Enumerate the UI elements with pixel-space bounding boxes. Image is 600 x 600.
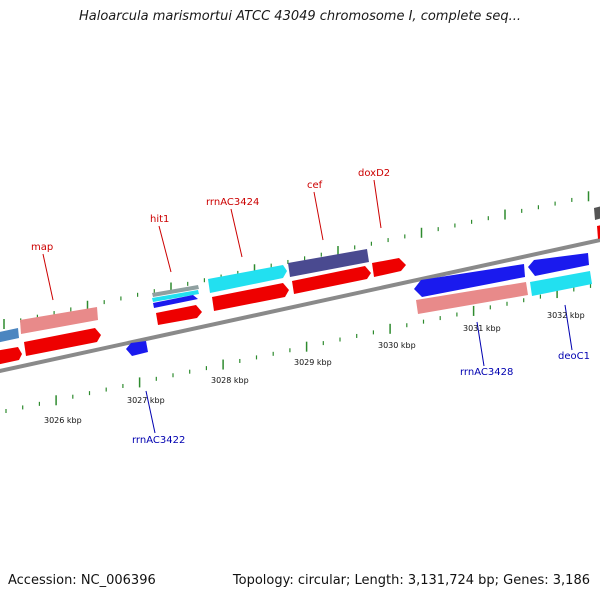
scale-labels: 3026 kbp 3027 kbp 3028 kbp 3029 kbp 3030…: [44, 311, 585, 425]
gene-arrow[interactable]: [594, 206, 600, 220]
reverse-features: [126, 253, 592, 356]
gene-arrow[interactable]: [126, 341, 148, 356]
gene-label-rrnAC3428[interactable]: rrnAC3428: [460, 367, 513, 378]
genome-summary: Topology: circular; Length: 3,131,724 bp…: [232, 573, 590, 588]
gene-arrow[interactable]: [152, 290, 199, 302]
gene-label-doxD2[interactable]: doxD2: [358, 168, 390, 179]
kbp-label: 3032 kbp: [547, 311, 585, 320]
forward-features: [0, 206, 600, 365]
gene-arrow[interactable]: [528, 253, 589, 276]
kbp-label: 3029 kbp: [294, 358, 332, 367]
kbp-label: 3028 kbp: [211, 376, 249, 385]
gene-label-hit1[interactable]: hit1: [150, 214, 169, 225]
gene-arrow[interactable]: [530, 271, 592, 296]
gene-arrow[interactable]: [414, 264, 525, 297]
gene-arrow[interactable]: [156, 305, 202, 325]
chromosome-backbone: [0, 238, 600, 373]
gene-label-map[interactable]: map: [31, 242, 53, 253]
gene-arrow[interactable]: [292, 266, 371, 294]
accession-label: Accession: NC_006396: [8, 573, 156, 588]
inner-tick-track: [5, 283, 592, 413]
kbp-label: 3026 kbp: [44, 416, 82, 425]
kbp-label: 3027 kbp: [127, 396, 165, 405]
gene-arrow[interactable]: [212, 283, 289, 311]
gene-arrow[interactable]: [597, 225, 600, 239]
gene-arrow[interactable]: [153, 295, 198, 308]
gene-label-deoC1[interactable]: deoC1: [558, 351, 590, 362]
gene-arrow[interactable]: [288, 249, 369, 277]
gene-arrow[interactable]: [0, 347, 22, 365]
kbp-label: 3030 kbp: [378, 341, 416, 350]
forward-gene-labels: map hit1 rrnAC3424 cef doxD2: [31, 168, 390, 301]
gene-label-cef[interactable]: cef: [307, 180, 323, 191]
gene-arrow[interactable]: [372, 258, 406, 277]
map-title: Haloarcula marismortui ATCC 43049 chromo…: [79, 9, 521, 24]
reverse-gene-labels: rrnAC3422 rrnAC3428 deoC1: [132, 304, 590, 446]
gene-arrow[interactable]: [416, 282, 528, 314]
gene-arrow[interactable]: [20, 307, 98, 334]
gene-arrow[interactable]: [208, 265, 287, 293]
kbp-label: 3031 kbp: [463, 324, 501, 333]
gene-arrow[interactable]: [152, 285, 199, 297]
gene-arrow[interactable]: [24, 328, 101, 356]
gene-arrow[interactable]: [0, 328, 19, 343]
gene-label-rrnAC3422[interactable]: rrnAC3422: [132, 435, 185, 446]
gene-label-rrnAC3424[interactable]: rrnAC3424: [206, 197, 259, 208]
